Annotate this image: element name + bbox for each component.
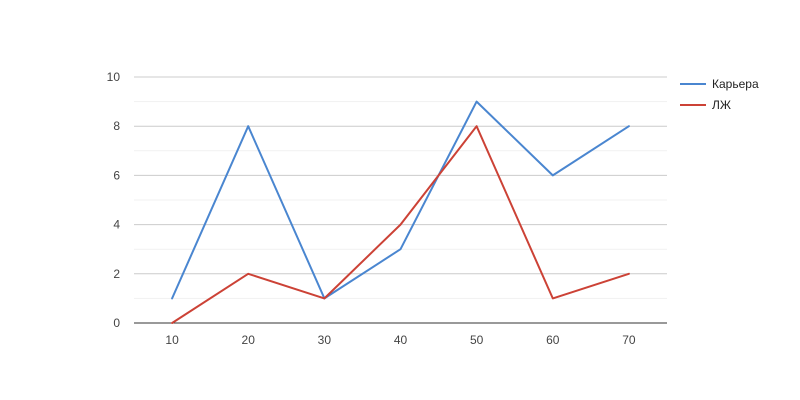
axes: 0 2 4 6 8 10 10 20 30 40 50 60 70 [107,70,667,347]
y-tick-label: 8 [113,119,120,133]
x-tick-label: 40 [394,333,408,347]
y-tick-label: 10 [107,70,121,84]
series-line-1 [171,100,630,300]
y-tick-label: 0 [113,316,120,330]
legend-label: ЛЖ [712,98,731,112]
x-tick-label: 10 [165,333,179,347]
series-lines [171,100,630,324]
legend-label: Карьера [712,77,759,91]
x-tick-label: 70 [622,333,636,347]
series-line-2 [171,125,630,324]
x-tick-label: 50 [470,333,484,347]
y-tick-label: 2 [113,267,120,281]
y-tick-label: 4 [113,218,120,232]
legend: Карьера ЛЖ [680,77,759,112]
x-tick-label: 60 [546,333,560,347]
y-tick-label: 6 [113,168,120,182]
x-tick-label: 30 [318,333,332,347]
grid-lines [134,76,667,299]
x-tick-label: 20 [242,333,256,347]
